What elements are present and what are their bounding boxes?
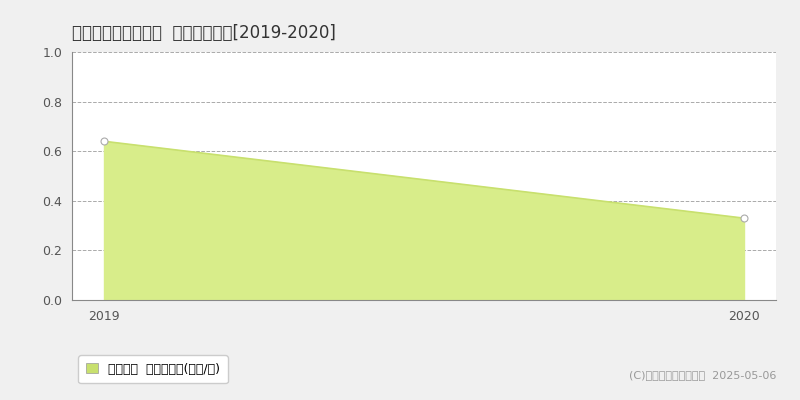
Point bbox=[98, 138, 110, 144]
Text: (C)土地価格ドットコム  2025-05-06: (C)土地価格ドットコム 2025-05-06 bbox=[629, 370, 776, 380]
Legend: 土地価格  平均坪単価(万円/坪): 土地価格 平均坪単価(万円/坪) bbox=[78, 355, 228, 383]
Text: 阿波市阿波町東長峰  土地価格推移[2019-2020]: 阿波市阿波町東長峰 土地価格推移[2019-2020] bbox=[72, 24, 336, 42]
Point bbox=[738, 215, 750, 221]
